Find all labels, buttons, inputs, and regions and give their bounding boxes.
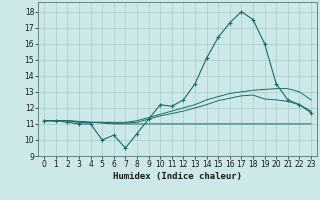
X-axis label: Humidex (Indice chaleur): Humidex (Indice chaleur) (113, 172, 242, 181)
